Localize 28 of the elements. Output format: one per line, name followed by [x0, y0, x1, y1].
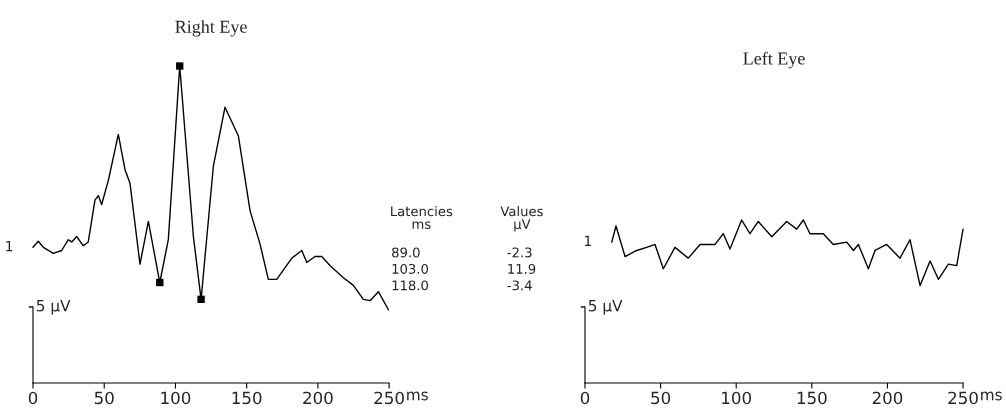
annotation: 1: [585, 235, 592, 246]
text: -3.4: [507, 280, 532, 291]
annotation: 5 µV: [36, 300, 71, 315]
x-tick-label: 50: [651, 391, 671, 405]
x-tick-label: 0: [580, 391, 590, 405]
text: -2.3: [507, 247, 532, 258]
x-axis-title: ms: [981, 391, 1002, 401]
x-tick-label: 200: [303, 391, 333, 405]
x-tick-label: 150: [797, 391, 827, 405]
x-tick-label: 200: [872, 391, 903, 405]
text: Latencies ms: [391, 206, 453, 229]
x-tick-label: 50: [94, 391, 114, 405]
x-tick-label: 250: [948, 391, 978, 405]
x-tick-label: 100: [161, 391, 191, 405]
text: Values µV: [500, 206, 543, 232]
x-tick-label: 250: [374, 391, 404, 405]
x-tick-label: 100: [722, 391, 752, 405]
text: 89.0: [392, 247, 420, 258]
x-tick-label: 150: [232, 391, 262, 405]
text: 1: [6, 241, 13, 252]
chart-title: Left Eye: [743, 51, 805, 69]
text: 11.9: [508, 263, 536, 274]
text: 118.0: [392, 280, 429, 291]
annotation: 5 µV: [588, 300, 623, 315]
x-tick-label: 0: [28, 391, 38, 405]
chart-title: Right Eye: [175, 20, 247, 37]
text: 103.0: [392, 263, 429, 274]
x-axis-title: ms: [407, 391, 428, 401]
